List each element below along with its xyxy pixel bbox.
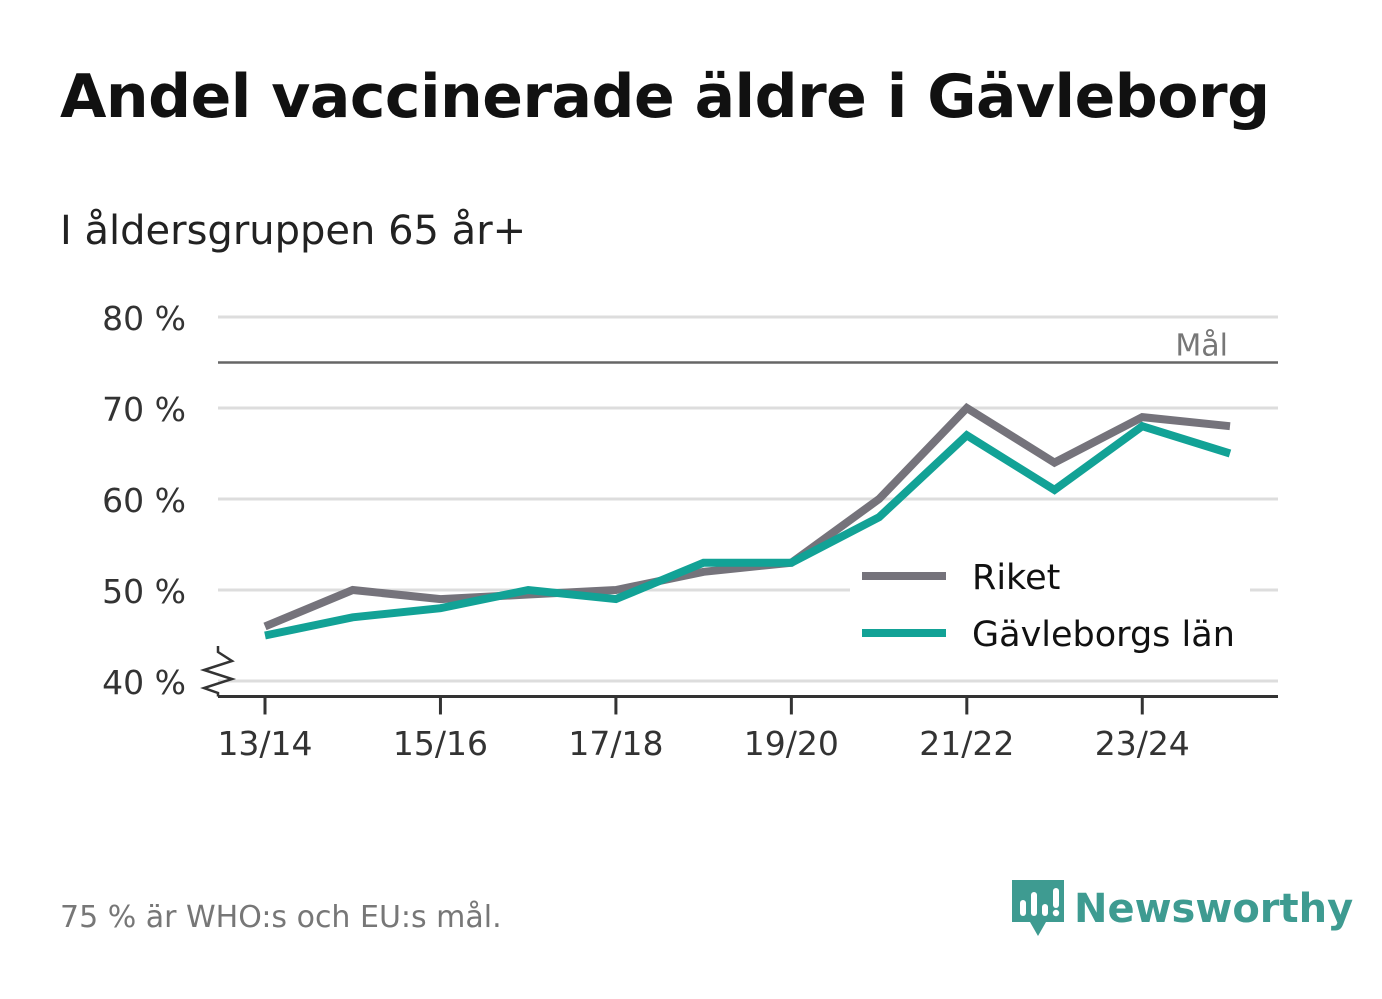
y-tick-label: 40 % (102, 663, 186, 702)
x-tick-label: 13/14 (217, 724, 312, 763)
brand-logo: Newsworthy (1010, 878, 1353, 940)
series-line-gavleborgs-lan (264, 421, 1232, 640)
y-tick-label: 80 % (102, 299, 186, 338)
target-label: Mål (1175, 329, 1228, 364)
legend-label: Riket (972, 558, 1060, 598)
x-tick-label: 17/18 (568, 724, 663, 763)
legend-label: Gävleborgs län (972, 615, 1235, 655)
y-tick-label: 50 % (102, 572, 186, 611)
axis-break-mark (199, 646, 237, 697)
x-tick-label: 19/20 (744, 724, 839, 763)
newsworthy-icon (1012, 880, 1064, 936)
legend-box (850, 548, 1250, 660)
chart-title: Andel vaccinerade äldre i Gävleborg (60, 62, 1270, 132)
x-tick-label: 15/16 (393, 724, 488, 763)
y-tick-label: 60 % (102, 481, 186, 520)
chart-subtitle: I åldersgruppen 65 år+ (60, 208, 527, 254)
x-tick-label: 21/22 (919, 724, 1014, 763)
x-tick-label: 23/24 (1095, 724, 1190, 763)
brand-name: Newsworthy (1074, 886, 1354, 932)
series-line-riket (263, 402, 1231, 631)
y-tick-label: 70 % (102, 390, 186, 429)
footnote: 75 % är WHO:s och EU:s mål. (60, 900, 502, 935)
